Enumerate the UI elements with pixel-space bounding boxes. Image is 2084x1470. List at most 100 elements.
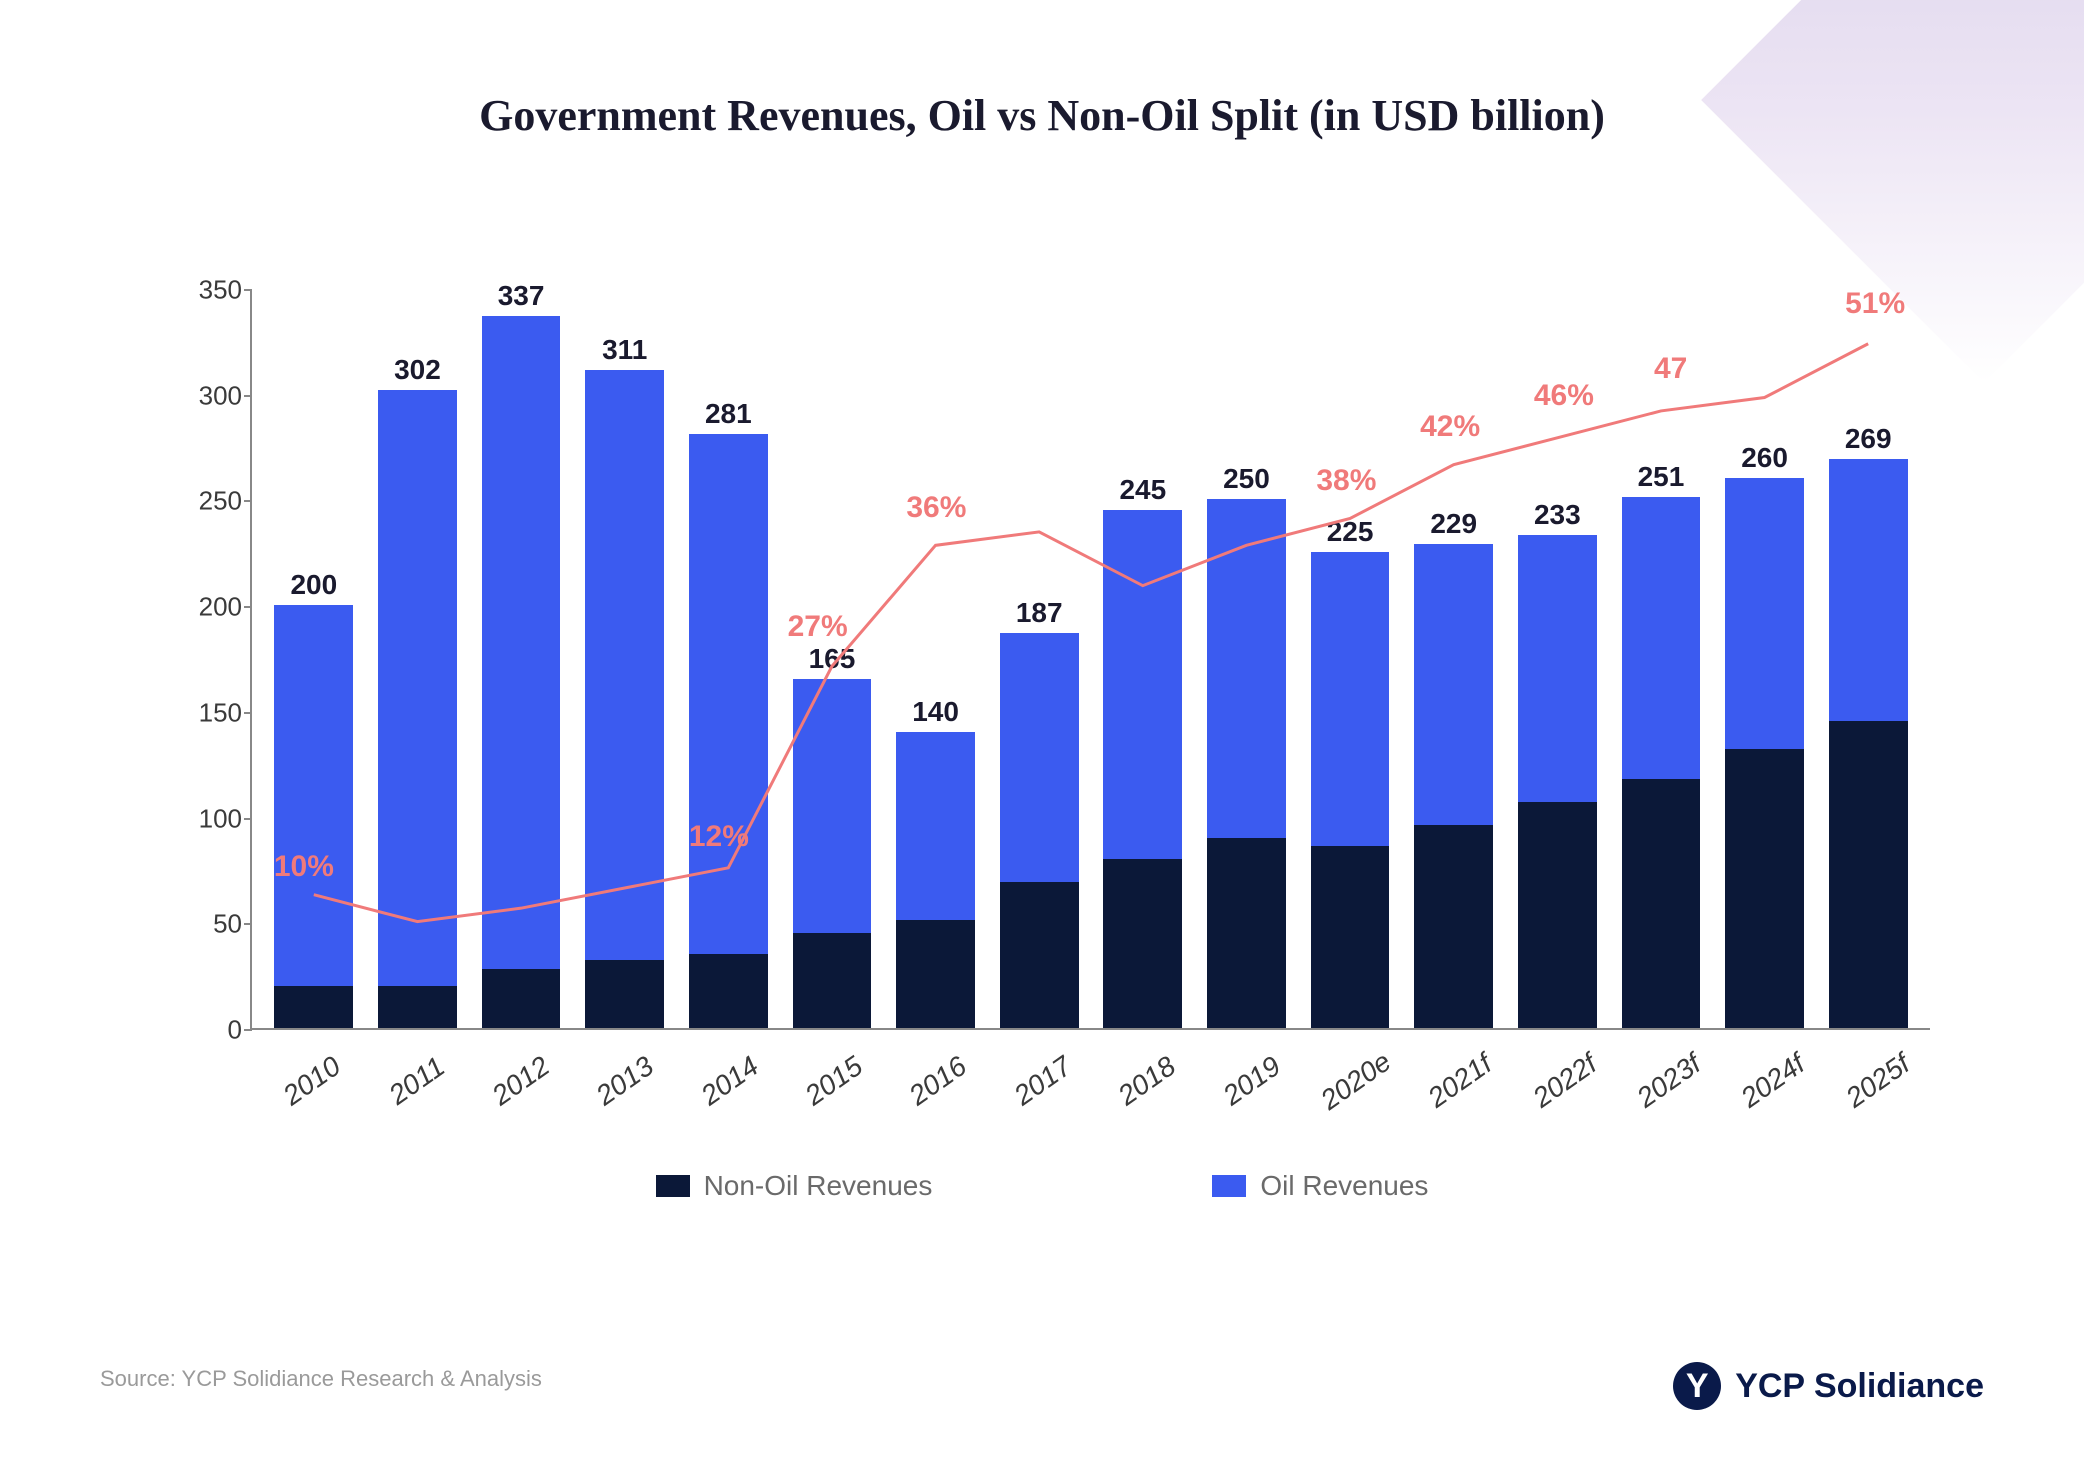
bar-total-label: 165 — [809, 643, 856, 675]
y-tick-label: 300 — [182, 380, 242, 411]
legend-label: Non-Oil Revenues — [704, 1170, 933, 1202]
bar-segment-non-oil — [1311, 846, 1390, 1028]
bar-slot: 337 — [469, 290, 573, 1028]
bar-slot: 311 — [573, 290, 677, 1028]
bar-stack: 165 — [793, 679, 872, 1028]
bar-segment-non-oil — [1725, 749, 1804, 1028]
bar-segment-oil — [274, 605, 353, 986]
bar-stack: 233 — [1518, 535, 1597, 1028]
bar-segment-oil — [793, 679, 872, 933]
x-tick-label: 2015 — [799, 1050, 868, 1112]
x-tick-label: 2016 — [904, 1050, 973, 1112]
y-tick-label: 150 — [182, 697, 242, 728]
x-tick-label: 2018 — [1112, 1050, 1181, 1112]
bar-total-label: 337 — [498, 280, 545, 312]
pct-label: 47 — [1654, 352, 1687, 386]
y-tick-label: 100 — [182, 803, 242, 834]
bar-slot: 225 — [1298, 290, 1402, 1028]
bar-total-label: 225 — [1327, 516, 1374, 548]
bar-slot: 281 — [677, 290, 781, 1028]
x-tick-label: 2020e — [1315, 1046, 1397, 1117]
logo-icon: Y — [1673, 1362, 1721, 1410]
bar-segment-non-oil — [896, 920, 975, 1028]
x-tick-label: 2013 — [591, 1050, 660, 1112]
bar-segment-non-oil — [1000, 882, 1079, 1028]
bar-slot: 140 — [884, 290, 988, 1028]
bar-segment-non-oil — [689, 954, 768, 1028]
bar-segment-non-oil — [274, 986, 353, 1028]
bar-segment-oil — [1622, 497, 1701, 778]
bar-segment-oil — [1103, 510, 1182, 859]
bar-total-label: 233 — [1534, 499, 1581, 531]
bar-stack: 140 — [896, 732, 975, 1028]
bar-slot: 250 — [1195, 290, 1299, 1028]
x-tick-label: 2012 — [486, 1050, 555, 1112]
bar-stack: 302 — [378, 390, 457, 1029]
pct-label: 10% — [274, 850, 334, 884]
legend-swatch — [656, 1175, 690, 1197]
legend: Non-Oil Revenues Oil Revenues — [0, 1170, 2084, 1202]
y-tick-label: 250 — [182, 486, 242, 517]
y-tick-label: 350 — [182, 275, 242, 306]
x-tick-label: 2019 — [1217, 1050, 1286, 1112]
bar-slot: 165 — [780, 290, 884, 1028]
chart-container: 2003023373112811651401872452502252292332… — [170, 290, 1930, 1120]
bar-slot: 302 — [366, 290, 470, 1028]
bar-slot: 187 — [987, 290, 1091, 1028]
bar-total-label: 250 — [1223, 463, 1270, 495]
x-tick-label: 2021f — [1422, 1048, 1498, 1114]
bar-segment-oil — [482, 316, 561, 969]
bar-stack: 250 — [1207, 499, 1286, 1028]
bar-total-label: 229 — [1430, 508, 1477, 540]
bar-segment-oil — [1414, 544, 1493, 825]
bar-segment-non-oil — [482, 969, 561, 1028]
x-tick-label: 2022f — [1527, 1048, 1603, 1114]
bar-segment-oil — [1000, 633, 1079, 882]
bar-segment-oil — [1207, 499, 1286, 837]
x-tick-label: 2017 — [1008, 1050, 1077, 1112]
pct-label: 27% — [788, 610, 848, 644]
logo-text: YCP Solidiance — [1735, 1367, 1984, 1406]
legend-item-oil: Oil Revenues — [1212, 1170, 1428, 1202]
bar-stack: 269 — [1829, 459, 1908, 1028]
chart-title: Government Revenues, Oil vs Non-Oil Spli… — [0, 90, 2084, 141]
bar-segment-non-oil — [1207, 838, 1286, 1028]
bar-total-label: 311 — [602, 334, 647, 366]
pct-label: 38% — [1316, 464, 1376, 498]
bar-segment-oil — [1725, 478, 1804, 749]
legend-item-non-oil: Non-Oil Revenues — [656, 1170, 933, 1202]
x-axis-labels: 2010201120122013201420152016201720182019… — [260, 1030, 1930, 1120]
bar-stack: 200 — [274, 605, 353, 1028]
source-text: Source: YCP Solidiance Research & Analys… — [100, 1366, 542, 1392]
bar-segment-oil — [1829, 459, 1908, 721]
bar-slot: 269 — [1816, 290, 1920, 1028]
y-tick-label: 0 — [182, 1015, 242, 1046]
bar-segment-non-oil — [1622, 779, 1701, 1028]
chart-plot-area: 2003023373112811651401872452502252292332… — [250, 290, 1930, 1030]
bar-total-label: 187 — [1016, 597, 1063, 629]
bar-slot: 200 — [262, 290, 366, 1028]
bar-slot: 245 — [1091, 290, 1195, 1028]
bar-total-label: 200 — [290, 569, 337, 601]
bar-slot: 251 — [1609, 290, 1713, 1028]
x-tick-label: 2014 — [695, 1050, 764, 1112]
bar-segment-oil — [896, 732, 975, 920]
bar-slot: 229 — [1402, 290, 1506, 1028]
bar-stack: 337 — [482, 316, 561, 1029]
pct-label: 51% — [1845, 287, 1905, 321]
bar-segment-non-oil — [793, 933, 872, 1028]
bar-segment-oil — [378, 390, 457, 986]
x-tick-label: 2025f — [1840, 1048, 1916, 1114]
bar-stack: 281 — [689, 434, 768, 1028]
y-tick-label: 200 — [182, 592, 242, 623]
x-tick-label: 2010 — [277, 1050, 346, 1112]
bar-total-label: 281 — [705, 398, 752, 430]
pct-label: 46% — [1534, 379, 1594, 413]
bar-segment-non-oil — [1518, 802, 1597, 1028]
bar-stack: 229 — [1414, 544, 1493, 1028]
brand-logo: Y YCP Solidiance — [1673, 1362, 1984, 1410]
bar-total-label: 251 — [1638, 461, 1685, 493]
pct-label: 42% — [1420, 410, 1480, 444]
pct-label: 12% — [689, 820, 749, 854]
bar-segment-non-oil — [1414, 825, 1493, 1028]
